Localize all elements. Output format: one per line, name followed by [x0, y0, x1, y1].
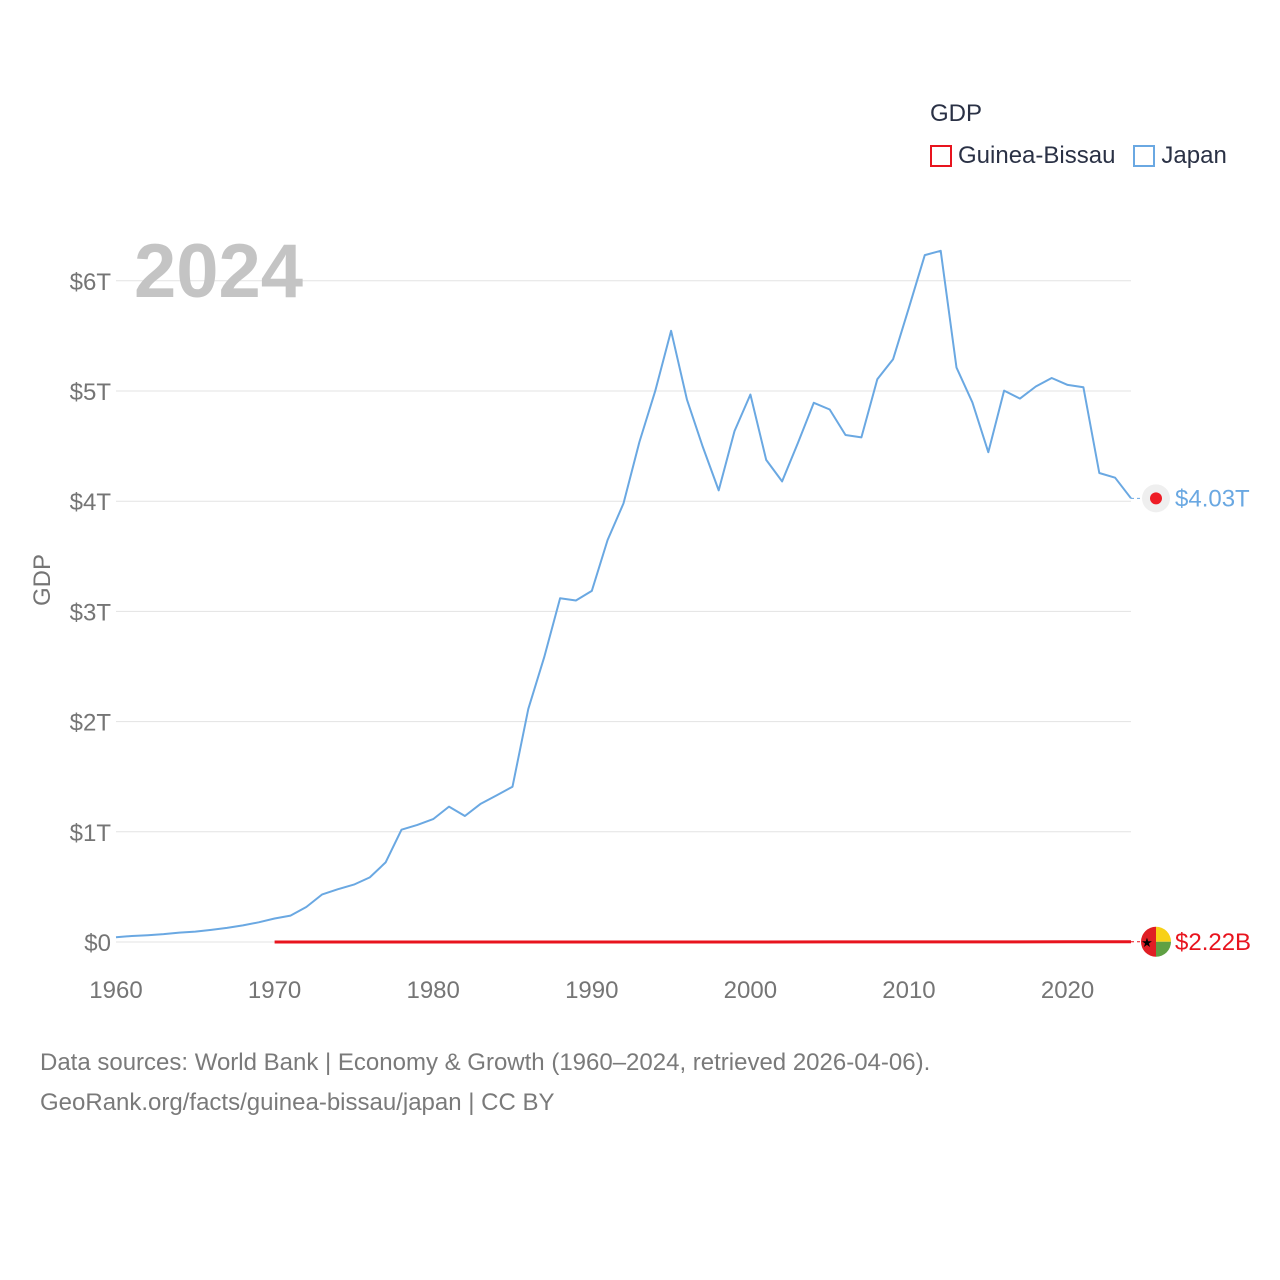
legend-item-guinea-bissau[interactable]: Guinea-Bissau	[930, 142, 1115, 170]
y-tick-label: $3T	[70, 599, 112, 626]
x-axis-ticks: 1960 1970 1980 1990 2000 2010 2020	[89, 977, 1094, 1004]
series-end-value: $2.22B	[1175, 929, 1251, 956]
y-tick-label: $0	[84, 930, 111, 957]
y-tick-label: $4T	[70, 489, 112, 516]
flag-disc	[1150, 492, 1162, 505]
y-tick-label: $2T	[70, 710, 112, 737]
legend-label: Japan	[1161, 142, 1227, 169]
country-flag-marker: ★	[1141, 926, 1172, 957]
legend-label: Guinea-Bissau	[958, 142, 1116, 169]
legend-title: GDP	[930, 100, 983, 127]
series-lines	[115, 249, 1132, 944]
x-tick-label: 2000	[724, 977, 777, 1004]
x-tick-label: 1980	[406, 977, 459, 1004]
x-tick-label: 2020	[1041, 977, 1094, 1004]
y-tick-label: $1T	[70, 820, 112, 847]
year-label: 2024	[134, 229, 304, 314]
gridlines	[116, 280, 1131, 943]
legend-swatch	[930, 145, 952, 167]
footer: Data sources: World Bank | Economy & Gro…	[40, 1043, 930, 1123]
x-tick-label: 2010	[882, 977, 935, 1004]
y-axis-label: GDP	[29, 554, 56, 606]
y-tick-label: $6T	[70, 269, 112, 296]
legend-item-japan[interactable]: Japan	[1133, 142, 1227, 170]
y-axis-ticks: $0 $1T $2T $3T $4T $5T $6T	[70, 269, 112, 957]
x-tick-label: 1990	[565, 977, 618, 1004]
series-line-japan	[115, 249, 1132, 939]
series-end-value: $4.03T	[1175, 485, 1250, 512]
country-flag-marker	[1142, 484, 1170, 513]
legend-swatch	[1133, 145, 1156, 167]
flag-green-quarter	[1156, 941, 1172, 957]
y-tick-label: $5T	[70, 379, 112, 406]
flag-star-icon: ★	[1141, 935, 1153, 950]
series-end-markers: ★ $2.22B $4.03T	[1131, 484, 1251, 957]
flag-red-half	[1141, 926, 1156, 957]
flag-yellow-quarter	[1156, 926, 1171, 942]
x-tick-label: 1970	[248, 977, 301, 1004]
x-tick-label: 1960	[89, 977, 142, 1004]
attribution-text: GeoRank.org/facts/guinea-bissau/japan | …	[40, 1089, 555, 1116]
data-source-text: Data sources: World Bank | Economy & Gro…	[40, 1049, 931, 1076]
legend: GDP Guinea-Bissau Japan	[930, 100, 1227, 170]
